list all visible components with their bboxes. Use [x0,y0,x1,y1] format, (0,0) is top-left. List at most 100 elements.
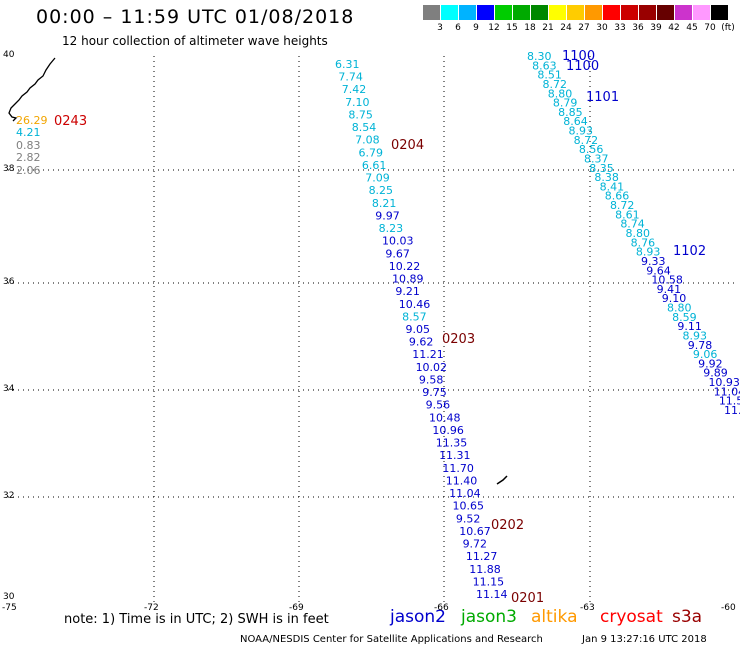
swh-label: 9.06 [693,348,718,361]
swh-label: 10.58 [651,274,683,287]
footer-generated: Jan 9 13:27:16 UTC 2018 [582,634,707,645]
swh-label: 9.21 [395,285,420,298]
swh-label: 9.33 [641,255,666,268]
swh-label: 10.67 [459,525,491,538]
legend-cryosat: cryosat [600,607,663,627]
colorbar-cell [441,5,458,20]
colorbar-label: 15 [506,23,518,33]
swh-label: 11.70 [442,462,474,475]
swh-label: 4.21 [16,126,41,139]
colorbar-cell [639,5,656,20]
swh-label: 9.10 [662,292,687,305]
swh-label: 11.5 [719,395,740,408]
colorbar-label: 18 [524,23,536,33]
swh-label: 9.67 [385,247,410,260]
swh-label: 8.61 [615,208,640,221]
swh-label: 10.89 [392,273,424,286]
colorbar-cell [675,5,692,20]
colorbar-cell [711,5,728,20]
pass-time-label: 0204 [391,138,424,153]
colorbar-label: (ft) [721,23,735,33]
pass-time-label: 1100 [566,59,599,74]
colorbar-label: 30 [596,23,608,33]
swh-label: 11.04 [714,385,740,398]
lon-tick-label: -66 [434,603,449,613]
swh-label: 9.64 [646,264,671,277]
swh-label: 8.93 [568,125,593,138]
colorbar-cell [567,5,584,20]
swh-label: 6.31 [335,58,360,71]
swh-label: 9.97 [375,209,400,222]
swh-label: 10.46 [399,298,431,311]
swh-label: 8.51 [537,69,562,82]
pass-time-label: 1100 [562,49,595,64]
swh-label: 11.1 [724,404,740,417]
colorbar-cell [603,5,620,20]
swh-label: 8.35 [589,162,614,175]
swh-label: 11.31 [439,449,471,462]
swh-label: 7.08 [355,134,380,147]
colorbar-cell [513,5,530,20]
swh-label: 8.72 [543,78,568,91]
swh-label: 9.78 [688,339,713,352]
swh-label: 8.56 [579,143,604,156]
swh-label: 9.56 [426,399,451,412]
pass-time-label: 0243 [54,114,87,129]
colorbar-label: 27 [578,23,590,33]
swh-label: 10.48 [429,411,461,424]
swh-label: 0.83 [16,139,41,152]
swh-label: 11.40 [446,474,478,487]
coastline [8,57,56,122]
swh-label: 6.61 [362,159,387,172]
lat-tick-label: 30 [3,592,15,602]
swh-label: 8.76 [631,236,656,249]
swh-label: 11.27 [466,550,498,563]
swh-label: 11.21 [412,348,444,361]
swh-label: 8.54 [352,121,377,134]
swh-label: 8.21 [372,197,397,210]
colorbar-cell [621,5,638,20]
legend-note: note: 1) Time is in UTC; 2) SWH is in fe… [64,612,329,627]
swh-label: 7.42 [342,83,367,96]
swh-label: 26.29 [16,114,48,127]
pass-time-label: 0203 [442,332,475,347]
swh-label: 8.41 [600,180,625,193]
lon-tick-label: -72 [144,603,159,613]
colorbar-label: 9 [473,23,479,33]
swh-label: 8.74 [620,218,645,231]
swh-label: 8.72 [574,134,599,147]
colorbar-label: 70 [704,23,716,33]
swh-label: 8.64 [563,115,588,128]
swh-label: 10.02 [416,361,448,374]
swh-label: 9.58 [419,373,444,386]
colorbar-label: 12 [488,23,500,33]
lat-tick-label: 40 [3,50,15,60]
swh-label: 2.82 [16,151,41,164]
swh-label: 8.57 [402,310,427,323]
lat-tick-label: 36 [3,277,15,287]
colorbar-label: 42 [668,23,680,33]
colorbar-cell [459,5,476,20]
colorbar-cell [495,5,512,20]
swh-label: 10.65 [453,500,485,513]
swh-label: 8.93 [636,246,661,259]
swh-label: 6.79 [359,146,384,159]
colorbar-label: 45 [686,23,698,33]
colorbar-label: 6 [455,23,461,33]
colorbar-label: 36 [632,23,644,33]
colorbar-cell [531,5,548,20]
colorbar-label: 24 [560,23,572,33]
colorbar-cell [693,5,710,20]
swh-label: 8.23 [379,222,404,235]
colorbar-label: 33 [614,23,626,33]
colorbar-cell [477,5,494,20]
lon-tick-label: -69 [289,603,304,613]
swh-label: 9.52 [456,512,481,525]
swh-label: 10.96 [432,424,464,437]
colorbar-label: 39 [650,23,662,33]
swh-label: 11.88 [469,563,501,576]
swh-label: 8.75 [348,108,373,121]
colorbar-cell [423,5,440,20]
swh-label: 8.66 [605,190,630,203]
